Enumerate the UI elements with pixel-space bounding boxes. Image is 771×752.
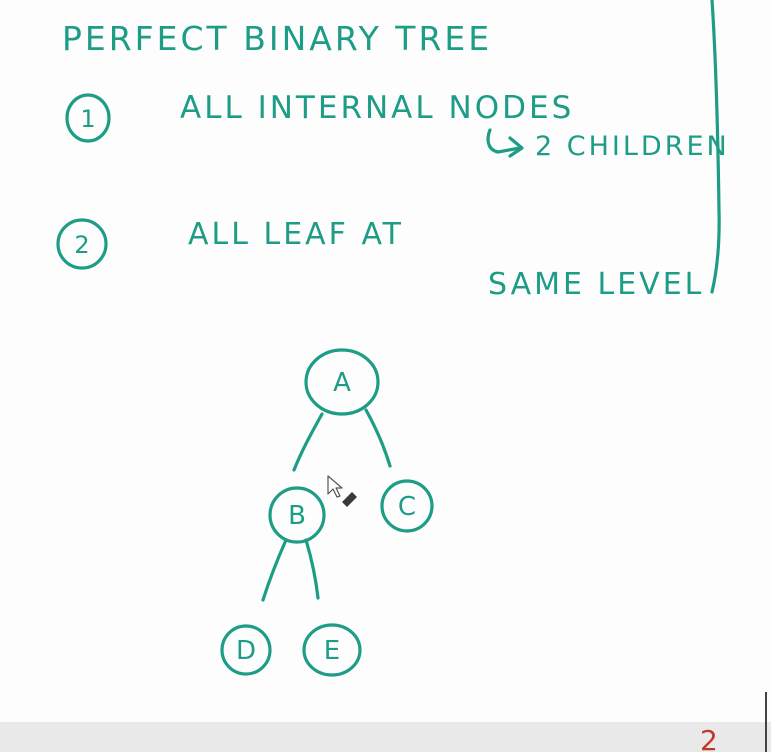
pointer-icon <box>327 475 343 498</box>
rule-1-number: 1 <box>80 105 95 133</box>
rule-2-line-2: SAME LEVEL <box>488 267 704 302</box>
rule-1-line-2: 2 CHILDREN <box>535 131 730 162</box>
tree-node-e <box>302 623 362 677</box>
divider-line <box>710 0 721 294</box>
rule-2-line-1: ALL LEAF AT <box>188 217 404 252</box>
tree-node-label-e: E <box>324 636 340 666</box>
tree-edge-a-b <box>292 412 324 472</box>
rule-2-number-circle <box>56 218 108 270</box>
tree-node-c <box>380 479 434 533</box>
tree-node-label-b: B <box>288 501 306 531</box>
tree-edge-b-d <box>261 538 288 602</box>
binary-tree-diagram: A B C D E <box>220 348 434 677</box>
eraser-icon <box>342 492 357 507</box>
arrow-icon <box>486 128 524 158</box>
tree-node-a <box>304 348 380 416</box>
tree-node-label-a: A <box>333 368 351 398</box>
bottom-strip <box>0 722 771 752</box>
tree-node-label-c: C <box>398 492 416 522</box>
tree-node-b <box>268 486 326 544</box>
page-title: PERFECT BINARY TREE <box>62 19 492 58</box>
rule-1-number-circle <box>65 93 111 143</box>
tree-edge-a-c <box>364 408 392 468</box>
tree-edge-b-e <box>304 538 320 600</box>
corner-number: 2 <box>700 724 721 752</box>
tree-node-label-d: D <box>236 636 256 666</box>
rule-1-line-1: ALL INTERNAL NODES <box>180 90 574 126</box>
rule-2: 2 ALL LEAF AT SAME LEVEL <box>56 217 704 302</box>
tree-node-d <box>220 624 272 676</box>
rule-1: 1 ALL INTERNAL NODES 2 CHILDREN <box>65 90 730 162</box>
rule-2-number: 2 <box>74 231 89 259</box>
